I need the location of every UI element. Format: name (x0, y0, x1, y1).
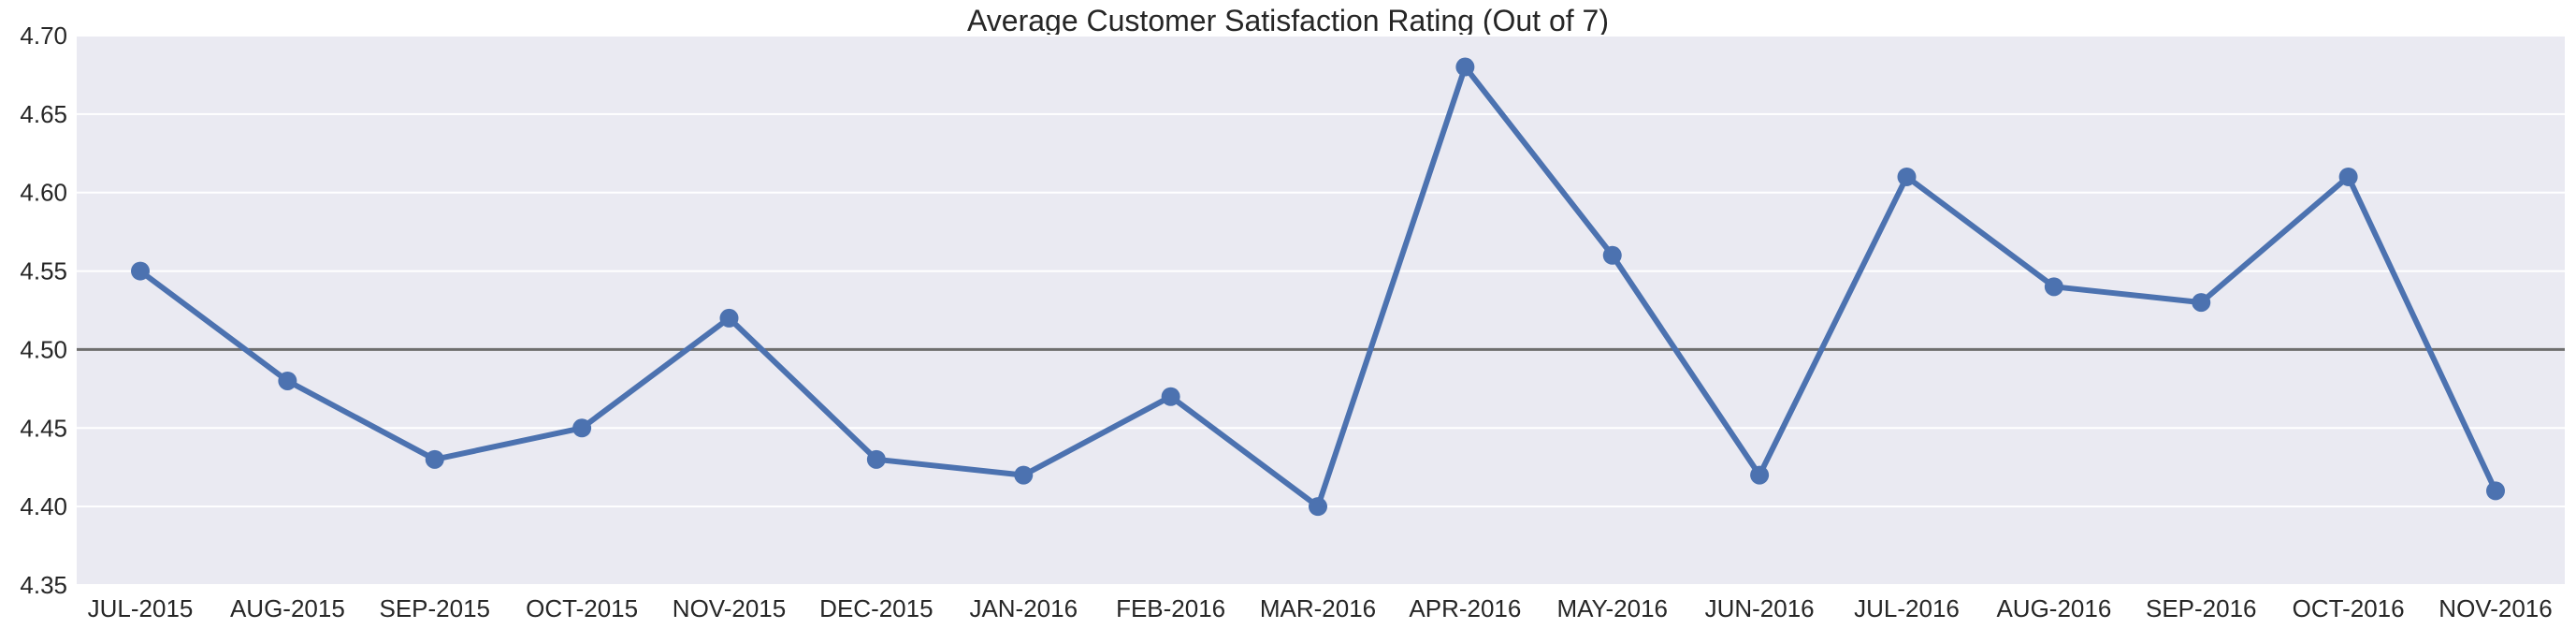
y-tick-label: 4.70 (20, 22, 67, 50)
data-point (866, 449, 886, 469)
y-tick-label: 4.55 (20, 257, 67, 285)
y-axis-ticks: 4.35 4.40 4.45 4.50 4.55 4.60 4.65 4.70 (20, 22, 67, 599)
data-point (1455, 57, 1475, 77)
data-point (1161, 387, 1180, 406)
x-tick-label: JUL-2016 (1854, 594, 1960, 622)
x-tick-label: MAY-2016 (1556, 594, 1668, 622)
x-tick-label: NOV-2016 (2439, 594, 2552, 622)
data-point (719, 308, 739, 328)
y-tick-label: 4.45 (20, 414, 67, 442)
y-tick-label: 4.40 (20, 492, 67, 520)
data-point (278, 371, 297, 390)
y-tick-label: 4.60 (20, 179, 67, 207)
x-tick-label: APR-2016 (1409, 594, 1521, 622)
data-point (1897, 167, 1917, 186)
data-point (1014, 465, 1034, 485)
chart-title: Average Customer Satisfaction Rating (Ou… (967, 4, 1609, 37)
data-point (1309, 497, 1327, 517)
x-tick-label: SEP-2015 (379, 594, 490, 622)
x-tick-label: JUN-2016 (1705, 594, 1815, 622)
x-tick-label: JAN-2016 (969, 594, 1078, 622)
data-point (425, 449, 444, 469)
x-axis-ticks: JUL-2015 AUG-2015 SEP-2015 OCT-2015 NOV-2015… (88, 594, 2553, 622)
data-point (1750, 465, 1770, 485)
x-tick-label: NOV-2015 (673, 594, 786, 622)
data-point (1602, 245, 1622, 265)
x-tick-label: AUG-2015 (230, 594, 345, 622)
x-tick-label: SEP-2016 (2146, 594, 2257, 622)
data-point (2192, 293, 2211, 313)
x-tick-label: MAR-2016 (1260, 594, 1376, 622)
data-points (131, 57, 2505, 517)
data-point (2044, 277, 2063, 297)
x-tick-label: OCT-2016 (2293, 594, 2405, 622)
y-tick-label: 4.65 (20, 100, 67, 128)
y-tick-label: 4.50 (20, 335, 67, 363)
data-point (2338, 167, 2358, 186)
x-tick-label: OCT-2015 (526, 594, 638, 622)
data-point (572, 418, 592, 438)
data-point (131, 261, 150, 281)
x-tick-label: AUG-2016 (1996, 594, 2111, 622)
y-tick-label: 4.35 (20, 571, 67, 599)
x-tick-label: DEC-2015 (819, 594, 933, 622)
x-tick-label: JUL-2015 (88, 594, 194, 622)
data-point (2486, 481, 2505, 501)
x-tick-label: FEB-2016 (1116, 594, 1225, 622)
